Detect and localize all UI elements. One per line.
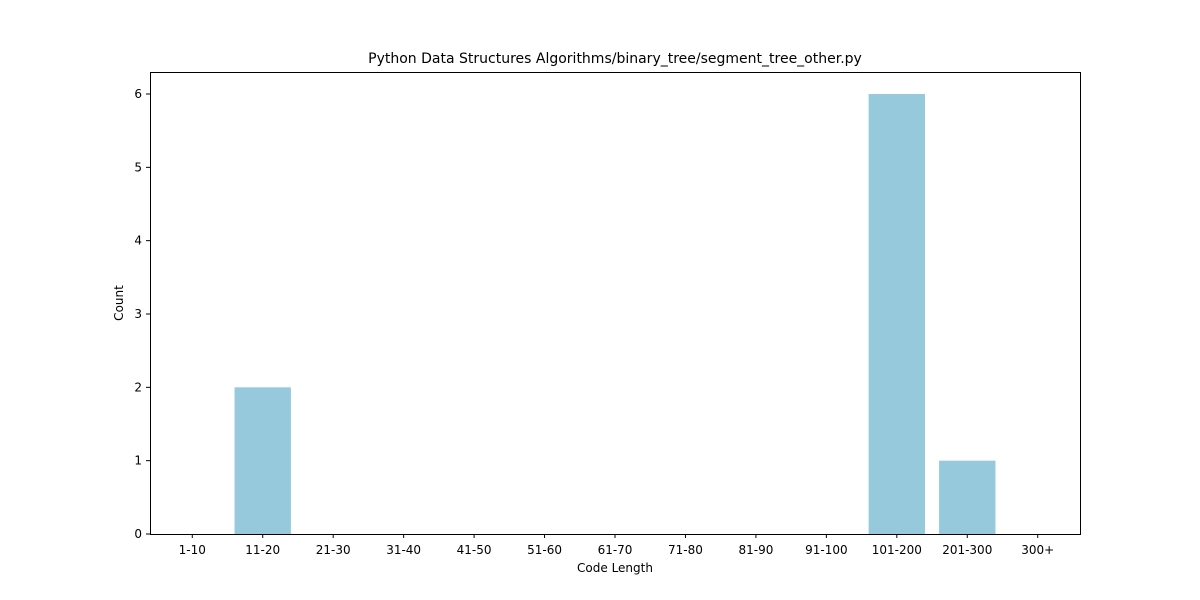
y-tick-label: 5 bbox=[134, 160, 142, 174]
chart-title: Python Data Structures Algorithms/binary… bbox=[368, 51, 862, 67]
x-tick-label: 11-20 bbox=[245, 543, 280, 557]
x-tick-label: 71-80 bbox=[668, 543, 703, 557]
y-tick-label: 1 bbox=[134, 454, 142, 468]
bars-group bbox=[234, 94, 996, 534]
y-tick-label: 3 bbox=[134, 307, 142, 321]
y-tick-label: 0 bbox=[134, 527, 142, 541]
y-axis-label: Count bbox=[112, 285, 126, 321]
x-tick-label: 41-50 bbox=[457, 543, 492, 557]
bar-201-300 bbox=[939, 460, 996, 534]
x-tick-label: 21-30 bbox=[316, 543, 351, 557]
x-tick-label: 300+ bbox=[1021, 543, 1054, 557]
bar-101-200 bbox=[868, 94, 925, 534]
x-tick-label: 31-40 bbox=[386, 543, 421, 557]
y-tick-label: 4 bbox=[134, 234, 142, 248]
y-axis: 0 1 2 3 4 5 6 bbox=[134, 87, 150, 541]
x-tick-label: 201-300 bbox=[942, 543, 992, 557]
x-tick-label: 51-60 bbox=[527, 543, 562, 557]
x-tick-label: 91-100 bbox=[805, 543, 848, 557]
y-tick-label: 2 bbox=[134, 380, 142, 394]
x-tick-label: 101-200 bbox=[872, 543, 922, 557]
x-tick-label: 81-90 bbox=[738, 543, 773, 557]
x-axis: 1-10 11-20 21-30 31-40 41-50 51-60 61-70 71-80 8… bbox=[179, 534, 1054, 557]
x-tick-label: 61-70 bbox=[598, 543, 633, 557]
bar-11-20 bbox=[234, 387, 291, 534]
x-axis-label: Code Length bbox=[577, 561, 653, 575]
x-tick-label: 1-10 bbox=[179, 543, 206, 557]
y-tick-label: 6 bbox=[134, 87, 142, 101]
